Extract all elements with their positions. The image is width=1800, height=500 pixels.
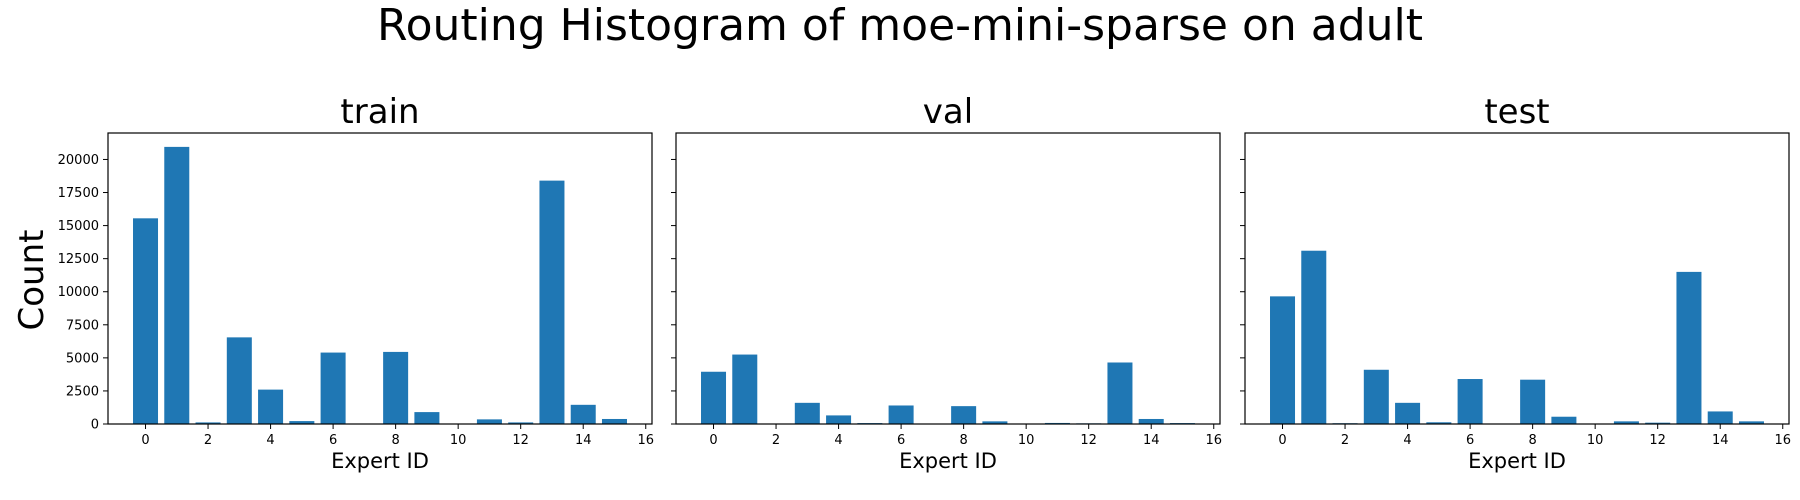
x-axis-label: Expert ID	[899, 449, 997, 473]
bar-expert-4	[1395, 402, 1421, 424]
x-tick-label: 10	[1587, 433, 1604, 448]
x-tick-label: 14	[1143, 433, 1160, 448]
x-tick-label: 16	[637, 433, 654, 448]
x-tick-label: 8	[391, 433, 399, 448]
bar-expert-14	[1138, 418, 1164, 424]
bar-expert-4	[826, 415, 852, 424]
x-tick-label: 8	[1528, 433, 1536, 448]
y-tick-label: 0	[91, 418, 99, 433]
bar-expert-9	[414, 412, 440, 424]
x-tick-label: 6	[1466, 433, 1474, 448]
bar-expert-8	[1520, 379, 1546, 424]
subplot-panels: train 0 2 4 6 8 10 12 14 16 0 2500 5000 7500 10000 1250…	[58, 92, 1791, 473]
x-tick-label: 0	[709, 433, 717, 448]
x-tick-label: 8	[959, 433, 967, 448]
y-tick-label: 17500	[58, 186, 99, 201]
subplot-title: test	[1484, 92, 1549, 132]
y-tick-label: 20000	[58, 153, 99, 168]
bar-expert-13	[1676, 271, 1702, 424]
bar-expert-0	[701, 371, 727, 424]
x-tick-label: 0	[1278, 433, 1286, 448]
x-tick-label: 6	[329, 433, 337, 448]
bar-expert-9	[982, 421, 1008, 424]
subplot-test: test 0 2 4 6 8 10 12 14 16 Expert ID	[1240, 92, 1791, 473]
bar-expert-3	[1363, 369, 1389, 424]
subplot-train: train 0 2 4 6 8 10 12 14 16 0 2500 5000 7500 10000 1250…	[58, 92, 654, 473]
bar-expert-1	[164, 146, 190, 424]
bar-expert-11	[1613, 421, 1639, 424]
bar-expert-8	[951, 406, 977, 424]
x-tick-label: 12	[1080, 433, 1097, 448]
y-axis-label: Count	[12, 230, 52, 331]
axes-frame	[107, 132, 653, 425]
bar-expert-12	[508, 422, 534, 424]
bar-expert-6	[888, 405, 914, 424]
bar-expert-11	[476, 419, 502, 424]
bar-expert-13	[539, 180, 565, 424]
subplot-val: val 0 2 4 6 8 10 12 14 16 Expert ID	[671, 92, 1222, 473]
subplot-title: val	[923, 92, 973, 132]
x-tick-label: 2	[772, 433, 780, 448]
bar-expert-3	[794, 402, 820, 424]
bar-expert-12	[1645, 422, 1671, 424]
bar-expert-14	[570, 404, 596, 424]
bar-expert-1	[1301, 250, 1327, 424]
y-tick-label: 12500	[58, 252, 99, 267]
y-tick-label: 7500	[66, 318, 99, 333]
bar-expert-15	[1738, 421, 1764, 424]
x-tick-label: 10	[450, 433, 467, 448]
axes-frame	[1244, 132, 1790, 425]
bar-expert-14	[1707, 411, 1733, 424]
bar-expert-5	[289, 421, 315, 424]
x-tick-label: 12	[512, 433, 529, 448]
axes-frame	[675, 132, 1221, 425]
x-tick-label: 0	[141, 433, 149, 448]
x-tick-label: 2	[204, 433, 212, 448]
x-tick-label: 14	[1712, 433, 1729, 448]
bar-expert-1	[732, 354, 758, 424]
x-tick-label: 16	[1205, 433, 1222, 448]
bar-expert-3	[226, 337, 252, 424]
bar-expert-8	[383, 351, 409, 424]
x-axis-label: Expert ID	[1468, 449, 1566, 473]
bar-expert-4	[258, 389, 284, 424]
bar-expert-0	[1270, 296, 1296, 424]
x-tick-label: 6	[897, 433, 905, 448]
x-tick-label: 4	[834, 433, 842, 448]
bar-expert-13	[1107, 362, 1133, 424]
bar-expert-2	[195, 422, 221, 424]
bar-expert-0	[133, 218, 159, 424]
x-tick-label: 2	[1341, 433, 1349, 448]
subplot-title: train	[340, 92, 419, 132]
x-tick-label: 16	[1774, 433, 1791, 448]
x-axis-label: Expert ID	[331, 449, 429, 473]
figure-title: Routing Histogram of moe-mini-sparse on …	[377, 0, 1423, 51]
x-tick-label: 10	[1018, 433, 1035, 448]
bar-expert-6	[320, 352, 346, 424]
y-tick-label: 2500	[66, 384, 99, 399]
bar-expert-9	[1551, 416, 1577, 424]
y-tick-label: 10000	[58, 285, 99, 300]
x-tick-label: 4	[266, 433, 274, 448]
y-tick-label: 5000	[66, 351, 99, 366]
bar-expert-6	[1457, 379, 1483, 424]
x-tick-label: 12	[1649, 433, 1666, 448]
x-tick-label: 4	[1403, 433, 1411, 448]
x-tick-label: 14	[575, 433, 592, 448]
y-tick-label: 15000	[58, 219, 99, 234]
bar-expert-5	[1426, 422, 1452, 424]
bar-expert-15	[601, 418, 627, 424]
